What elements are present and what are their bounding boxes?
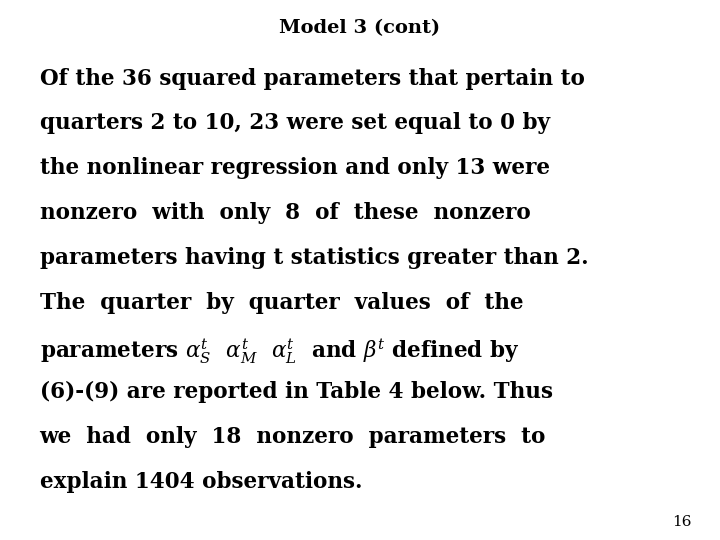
Text: explain 1404 observations.: explain 1404 observations. — [40, 471, 362, 493]
Text: quarters 2 to 10, 23 were set equal to 0 by: quarters 2 to 10, 23 were set equal to 0… — [40, 112, 549, 134]
Text: (6)-(9) are reported in Table 4 below. Thus: (6)-(9) are reported in Table 4 below. T… — [40, 381, 553, 403]
Text: the nonlinear regression and only 13 were: the nonlinear regression and only 13 wer… — [40, 157, 549, 179]
Text: we  had  only  18  nonzero  parameters  to: we had only 18 nonzero parameters to — [40, 426, 546, 448]
Text: Model 3 (cont): Model 3 (cont) — [279, 19, 441, 37]
Text: 16: 16 — [672, 515, 691, 529]
Text: The  quarter  by  quarter  values  of  the: The quarter by quarter values of the — [40, 292, 523, 314]
Text: parameters having t statistics greater than 2.: parameters having t statistics greater t… — [40, 247, 588, 269]
Text: nonzero  with  only  8  of  these  nonzero: nonzero with only 8 of these nonzero — [40, 202, 531, 224]
Text: Of the 36 squared parameters that pertain to: Of the 36 squared parameters that pertai… — [40, 68, 585, 90]
Text: parameters $\alpha_S^t$  $\alpha_M^t$  $\alpha_L^t$  and $\beta^t$ defined by: parameters $\alpha_S^t$ $\alpha_M^t$ $\a… — [40, 336, 519, 366]
